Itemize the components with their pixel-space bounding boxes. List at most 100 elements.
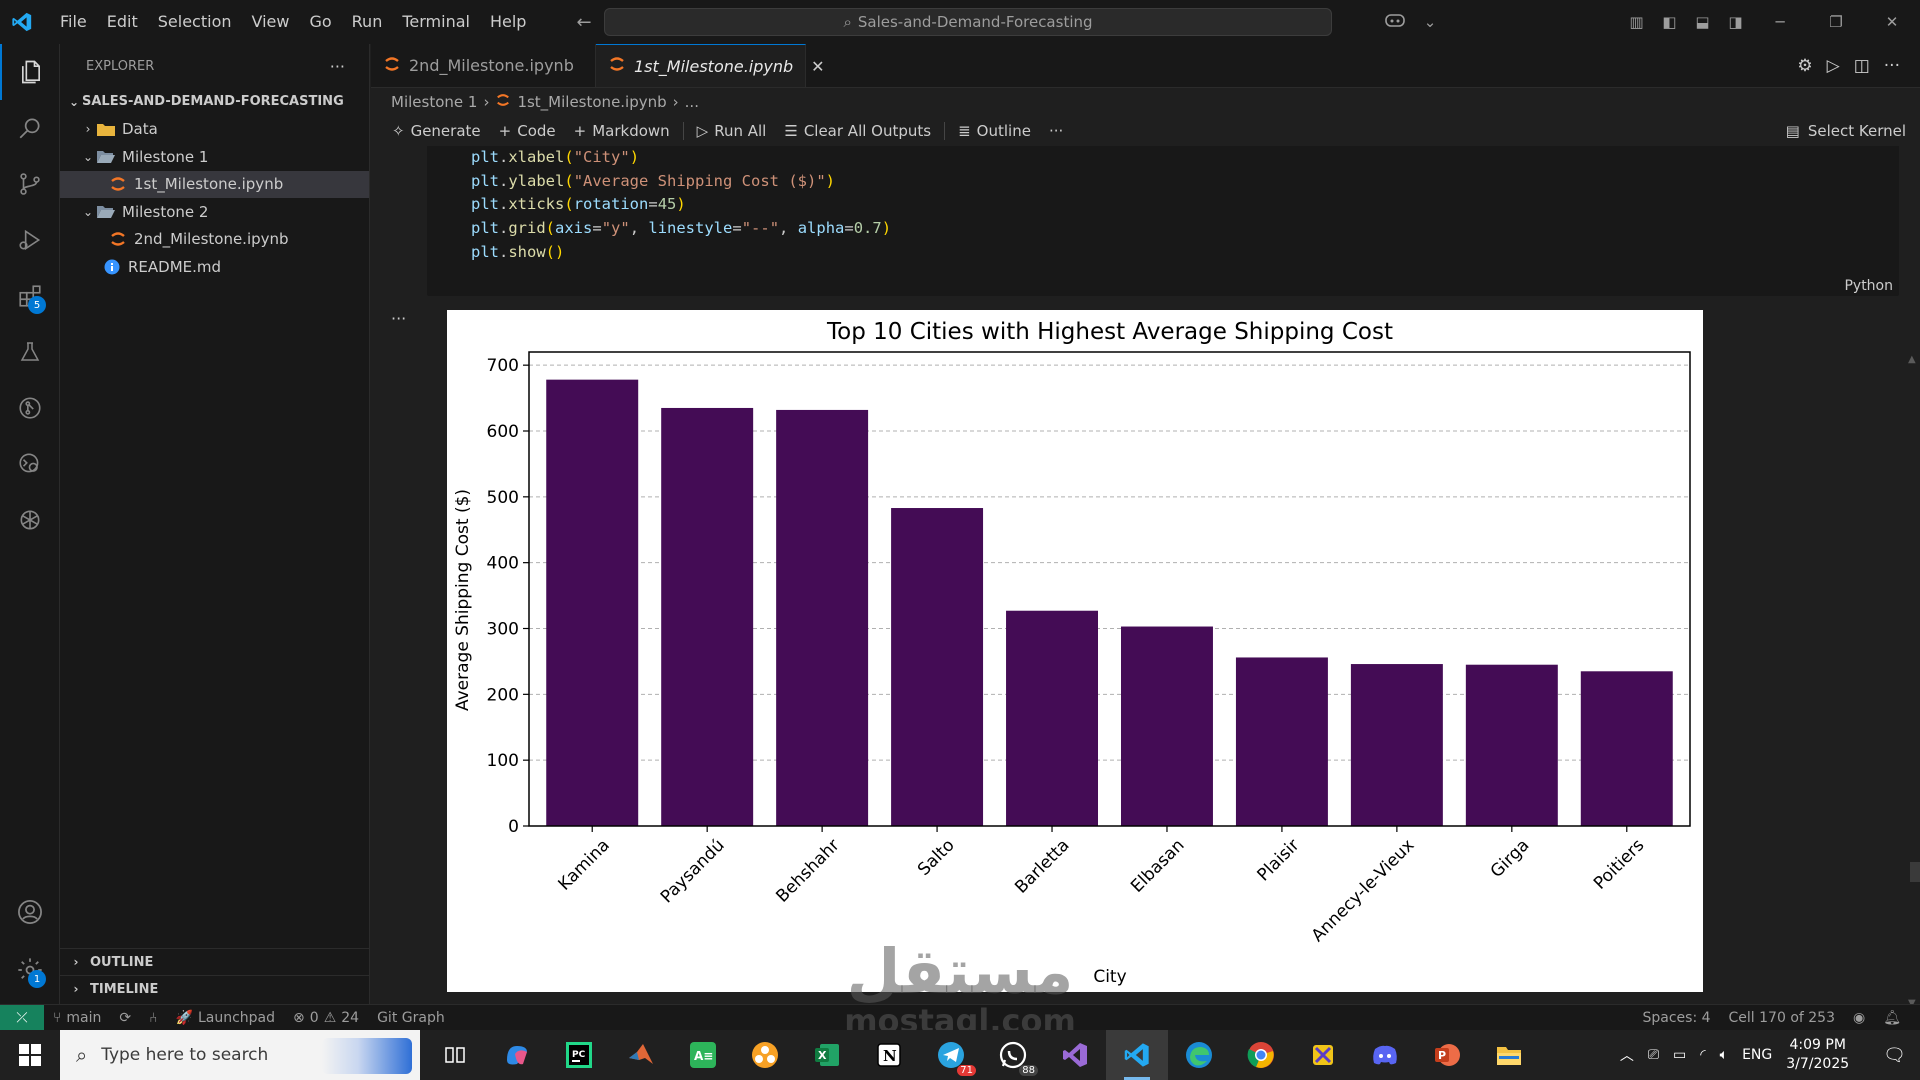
outline-panel-header[interactable]: › OUTLINE: [60, 948, 370, 975]
menu-terminal[interactable]: Terminal: [402, 12, 470, 31]
powerpoint-icon[interactable]: P: [1416, 1030, 1478, 1080]
toggle-sidebar-icon[interactable]: ◧: [1662, 13, 1677, 31]
code-cell[interactable]: plt.xlabel("City") plt.ylabel("Average S…: [427, 146, 1899, 296]
volume-icon[interactable]: 🔈︎: [1719, 1047, 1729, 1063]
windows-start-icon[interactable]: [0, 1044, 60, 1066]
run-icon[interactable]: ▷: [1826, 56, 1840, 76]
add-code-button[interactable]: + Code: [490, 122, 565, 140]
tree-item-1st-milestone[interactable]: 1st_Milestone.ipynb: [60, 170, 369, 198]
copilot-app-icon[interactable]: [486, 1030, 548, 1080]
snipping-tool-icon[interactable]: [1292, 1030, 1354, 1080]
chrome-icon[interactable]: [1230, 1030, 1292, 1080]
edge-icon[interactable]: [1168, 1030, 1230, 1080]
run-debug-icon[interactable]: [0, 212, 60, 268]
menu-run[interactable]: Run: [351, 12, 383, 31]
toggle-secondary-sidebar-icon[interactable]: ◨: [1728, 13, 1743, 31]
menu-selection[interactable]: Selection: [157, 12, 232, 31]
tree-item-2nd-milestone[interactable]: 2nd_Milestone.ipynb: [60, 226, 369, 254]
chevron-down-icon[interactable]: ⌄: [1423, 13, 1437, 31]
toolbar-more-button[interactable]: ···: [1040, 122, 1072, 140]
breadcrumb-file[interactable]: 1st_Milestone.ipynb: [517, 93, 667, 111]
command-center-search[interactable]: ⌕ Sales-and-Demand-Forecasting: [604, 8, 1332, 36]
sync-icon[interactable]: ⟳: [119, 1009, 132, 1026]
clock[interactable]: 4:09 PM 3/7/2025: [1786, 1036, 1849, 1074]
excel-icon[interactable]: X: [796, 1030, 858, 1080]
task-view-icon[interactable]: [424, 1030, 486, 1080]
battery-icon[interactable]: ▭: [1673, 1047, 1687, 1063]
search-icon[interactable]: [0, 100, 60, 156]
gear-icon[interactable]: ⚙: [1797, 56, 1813, 76]
launchpad-button[interactable]: 🚀 Launchpad: [167, 1010, 285, 1026]
copilot-status-icon[interactable]: ◉: [1853, 1010, 1866, 1026]
workspace-root[interactable]: ⌄ SALES-AND-DEMAND-FORECASTING: [60, 88, 369, 116]
matlab-icon[interactable]: [610, 1030, 672, 1080]
testing-flask-icon[interactable]: [0, 324, 60, 380]
indentation-indicator[interactable]: Spaces: 4: [1634, 1010, 1720, 1026]
back-arrow-icon[interactable]: ←: [576, 11, 592, 33]
explorer-icon[interactable]: [0, 44, 60, 100]
editor-scrollbar[interactable]: ▲ ▼: [1906, 144, 1920, 1009]
menu-help[interactable]: Help: [489, 12, 527, 31]
remote-indicator-icon[interactable]: ⤫: [0, 1004, 44, 1031]
taskbar-search-box[interactable]: ⌕ Type here to search: [60, 1030, 420, 1080]
problems-indicator[interactable]: ⊗ 0 ⚠ 24: [284, 1010, 368, 1026]
breadcrumb-folder[interactable]: Milestone 1: [391, 93, 478, 111]
close-tab-icon[interactable]: ✕: [811, 56, 825, 76]
scroll-down-arrow-icon[interactable]: ▼: [1908, 998, 1916, 1009]
menu-file[interactable]: File: [60, 12, 87, 31]
tree-item-readme[interactable]: README.md: [60, 253, 369, 281]
account-icon[interactable]: [0, 884, 60, 940]
vocab-app-icon[interactable]: A≡: [672, 1030, 734, 1080]
tab-1st-milestone[interactable]: 1st_Milestone.ipynb ✕: [596, 44, 825, 87]
copilot-icon[interactable]: [1370, 12, 1420, 32]
customize-layout-icon[interactable]: ▥: [1629, 13, 1644, 31]
tree-item-milestone-1[interactable]: ⌄ Milestone 1: [60, 143, 369, 171]
git-graph-icon[interactable]: [0, 380, 60, 436]
remote-explorer-icon[interactable]: [0, 436, 60, 492]
visual-studio-icon[interactable]: [1044, 1030, 1106, 1080]
manage-gear-icon[interactable]: 1: [0, 942, 60, 998]
notification-center-icon[interactable]: 🗨︎: [1883, 1044, 1906, 1066]
minimize-icon[interactable]: ─: [1775, 13, 1785, 31]
scratch-icon[interactable]: [734, 1030, 796, 1080]
pycharm-icon[interactable]: PC: [548, 1030, 610, 1080]
menu-edit[interactable]: Edit: [106, 12, 138, 31]
outline-button[interactable]: ≣ Outline: [949, 122, 1040, 140]
menu-go[interactable]: Go: [309, 12, 332, 31]
source-control-icon[interactable]: [0, 156, 60, 212]
git-graph-button[interactable]: Git Graph: [368, 1010, 454, 1026]
git-sync-icon[interactable]: ⑃: [149, 1009, 158, 1026]
restore-icon[interactable]: ❐: [1829, 13, 1843, 31]
language-indicator[interactable]: ENG: [1742, 1047, 1773, 1063]
scroll-thumb[interactable]: [1910, 862, 1920, 882]
generate-button[interactable]: ✧ Generate: [383, 122, 490, 140]
close-window-icon[interactable]: ✕: [1885, 13, 1899, 31]
tab-2nd-milestone[interactable]: 2nd_Milestone.ipynb: [371, 44, 596, 87]
clear-outputs-button[interactable]: ☰ Clear All Outputs: [775, 122, 940, 140]
wifi-icon[interactable]: ◜: [1700, 1047, 1706, 1063]
meet-now-icon[interactable]: ⎚: [1647, 1047, 1660, 1063]
extensions-icon[interactable]: 5: [0, 268, 60, 324]
tree-item-milestone-2[interactable]: ⌄ Milestone 2: [60, 198, 369, 226]
notion-icon[interactable]: N: [858, 1030, 920, 1080]
toggle-panel-icon[interactable]: ⬓: [1695, 13, 1710, 31]
scroll-up-arrow-icon[interactable]: ▲: [1908, 354, 1916, 365]
cell-indicator[interactable]: Cell 170 of 253: [1720, 1010, 1844, 1026]
output-more-button[interactable]: ···: [391, 309, 407, 328]
file-explorer-icon[interactable]: [1478, 1030, 1540, 1080]
breadcrumb-more[interactable]: ...: [684, 93, 699, 111]
whatsapp-icon[interactable]: 88: [982, 1030, 1044, 1080]
add-markdown-button[interactable]: + Markdown: [565, 122, 679, 140]
select-kernel-button[interactable]: ▤ Select Kernel: [1786, 116, 1906, 146]
more-actions-icon[interactable]: ···: [1883, 56, 1900, 76]
timeline-panel-header[interactable]: › TIMELINE: [60, 975, 370, 1002]
cell-language-label[interactable]: Python: [1844, 278, 1893, 294]
run-all-button[interactable]: ▷ Run All: [688, 122, 776, 140]
vscode-taskbar-icon[interactable]: [1106, 1030, 1168, 1080]
code-editor[interactable]: plt.xlabel("City") plt.ylabel("Average S…: [427, 146, 1899, 265]
tray-chevron-up-icon[interactable]: ︿: [1619, 1048, 1634, 1064]
discord-icon[interactable]: [1354, 1030, 1416, 1080]
tree-item-data[interactable]: › Data: [60, 116, 369, 144]
telegram-icon[interactable]: 71: [920, 1030, 982, 1080]
split-editor-icon[interactable]: ◫: [1853, 56, 1870, 76]
